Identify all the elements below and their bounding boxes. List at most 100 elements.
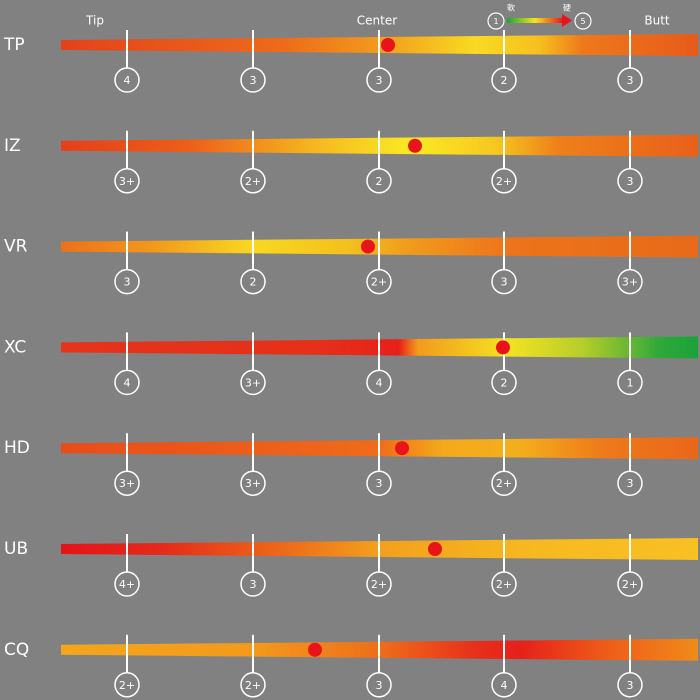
rating-circle <box>617 168 643 194</box>
header-butt: Butt <box>644 14 670 28</box>
rating-label: 3+ <box>245 477 261 490</box>
legend-arrow <box>562 14 572 27</box>
rating-circle <box>114 67 140 93</box>
header-center: Center <box>357 14 397 28</box>
rating-circle <box>366 268 392 295</box>
row-label: UB <box>4 539 28 559</box>
legend-hard: 硬 <box>563 4 571 13</box>
rating-label: 3 <box>627 477 634 490</box>
rating-circle <box>366 571 392 597</box>
rating-circle <box>114 672 140 698</box>
kick-point <box>361 239 375 254</box>
legend: 1 軟 硬 5 <box>487 3 592 30</box>
rating-circle <box>240 672 266 698</box>
rating-label: 3+ <box>622 276 638 289</box>
rating-circle <box>491 571 517 597</box>
row-label: CQ <box>4 640 29 660</box>
rating-circle <box>114 369 140 396</box>
rating-circle <box>491 470 517 496</box>
rating-label: 3 <box>501 276 508 289</box>
rating-label: 3 <box>627 74 634 87</box>
rating-label: 3 <box>376 74 383 87</box>
rating-label: 3 <box>250 74 257 87</box>
rating-label: 4 <box>124 376 131 389</box>
rating-circle <box>366 369 392 396</box>
rating-circle <box>617 268 643 295</box>
rating-label: 4 <box>376 376 383 389</box>
kick-point <box>496 340 510 355</box>
rating-circle <box>366 470 392 496</box>
header-tip: Tip <box>85 14 104 28</box>
rating-label: 2 <box>250 276 257 289</box>
legend-circle <box>487 12 505 30</box>
row-label: HD <box>4 438 30 458</box>
rating-label: 4+ <box>119 578 135 591</box>
rating-label: 3+ <box>119 175 135 188</box>
shaft-row: VR 3 2 2+ 3 3+ <box>4 231 698 295</box>
rating-label: 2+ <box>245 679 261 692</box>
rating-label: 3 <box>250 578 257 591</box>
rating-label: 2+ <box>245 175 261 188</box>
rating-label: 3 <box>376 477 383 490</box>
rating-circle <box>240 571 266 597</box>
rating-label: 4 <box>124 74 131 87</box>
legend-max: 5 <box>580 17 585 26</box>
rating-circle <box>491 672 517 698</box>
shaft-row: UB 4+ 3 2+ 2+ 2+ <box>4 534 698 597</box>
rating-circle <box>617 672 643 698</box>
rating-label: 2+ <box>496 477 512 490</box>
rating-label: 2+ <box>119 679 135 692</box>
rating-circle <box>491 268 517 295</box>
rating-label: 3+ <box>119 477 135 490</box>
rating-circle <box>114 571 140 597</box>
rating-circle <box>491 67 517 93</box>
legend-circle <box>574 12 592 30</box>
rating-label: 1 <box>627 376 634 389</box>
rating-label: 2+ <box>496 175 512 188</box>
rating-label: 2+ <box>622 578 638 591</box>
row-label: XC <box>4 337 26 357</box>
rating-label: 2 <box>376 175 383 188</box>
rating-circle <box>240 369 266 396</box>
rating-circle <box>617 67 643 93</box>
shaft-row: TP 4 3 3 2 3 <box>3 30 698 93</box>
rating-label: 2+ <box>496 578 512 591</box>
rating-circle <box>240 470 266 496</box>
row-label: VR <box>4 237 28 257</box>
rating-circle <box>114 268 140 295</box>
shaft-row: XC 4 3+ 4 2 1 <box>4 332 698 396</box>
legend-bar <box>507 18 563 23</box>
kick-point <box>408 138 422 153</box>
rating-label: 2+ <box>371 276 387 289</box>
kick-point <box>428 542 442 556</box>
rating-circle <box>114 470 140 496</box>
rating-label: 2 <box>501 376 508 389</box>
rating-circle <box>366 672 392 698</box>
rating-label: 3 <box>376 679 383 692</box>
kick-point <box>395 441 409 456</box>
rating-circle <box>114 168 140 194</box>
kick-point <box>308 642 322 657</box>
shaft-row: IZ 3+ 2+ 2 2+ 3 <box>4 130 698 194</box>
rating-circle <box>240 268 266 295</box>
rating-label: 3 <box>627 175 634 188</box>
rating-circle <box>240 67 266 93</box>
rating-label: 2+ <box>371 578 387 591</box>
rating-circle <box>491 168 517 194</box>
rating-circle <box>366 67 392 93</box>
rating-circle <box>491 369 517 396</box>
row-label: IZ <box>4 136 21 156</box>
rating-label: 3 <box>627 679 634 692</box>
rating-label: 3 <box>124 276 131 289</box>
legend-soft: 軟 <box>507 3 515 13</box>
rating-circle <box>617 571 643 597</box>
shaft-row: CQ 2+ 2+ 3 4 3 <box>4 634 698 698</box>
rating-label: 3+ <box>245 376 261 389</box>
rating-circle <box>240 168 266 194</box>
row-label: TP <box>3 35 25 55</box>
rating-label: 2 <box>501 74 508 87</box>
rating-circle <box>617 470 643 496</box>
rating-circle <box>366 168 392 194</box>
rating-circle <box>617 369 643 396</box>
